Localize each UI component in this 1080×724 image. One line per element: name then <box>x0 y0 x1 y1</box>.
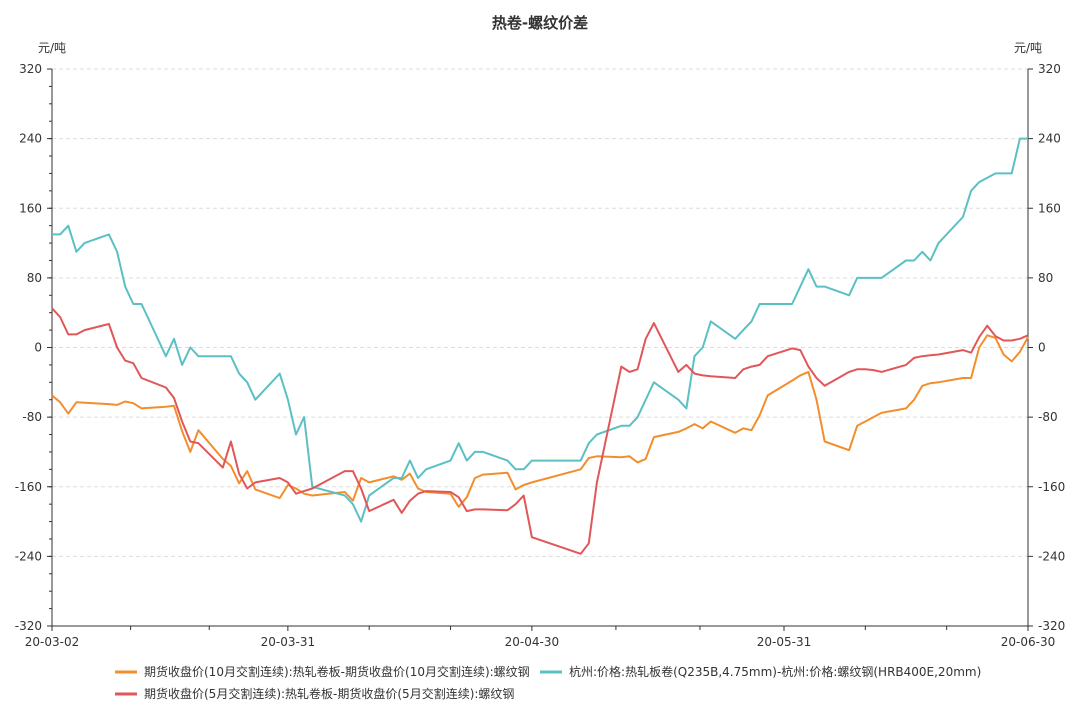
y-tick-label: -160 <box>15 480 42 494</box>
y-tick-label: -80 <box>1038 410 1058 424</box>
series-line-3 <box>51 307 1029 555</box>
y-tick-label: 80 <box>1038 271 1053 285</box>
legend-label-2: 杭州:价格:热轧板卷(Q235B,4.75mm)-杭州:价格:螺纹钢(HRB40… <box>569 664 981 679</box>
y-tick-label: 80 <box>27 271 42 285</box>
x-tick-label: 20-03-31 <box>261 635 315 649</box>
y-tick-label: -240 <box>15 549 42 563</box>
y-tick-label: 320 <box>19 62 42 76</box>
series-line-2 <box>52 137 1028 523</box>
y-tick-label: -240 <box>1038 549 1065 563</box>
grid <box>52 68 1028 557</box>
legend: 期货收盘价(10月交割连续):热轧卷板-期货收盘价(10月交割连续):螺纹钢 杭州… <box>115 664 981 701</box>
y-tick-label: -80 <box>22 410 42 424</box>
y-tick-label: 320 <box>1038 62 1061 76</box>
y-tick-label: 160 <box>19 201 42 215</box>
legend-label-3: 期货收盘价(5月交割连续):热轧卷板-期货收盘价(5月交割连续):螺纹钢 <box>144 686 514 701</box>
axes: -320 -320 -240 -240 -160 -160 -80 -80 0 0 80 80 160 1… <box>15 62 1065 649</box>
series-lines <box>51 137 1029 555</box>
x-tick-label: 20-03-02 <box>25 635 79 649</box>
y-tick-label: -160 <box>1038 480 1065 494</box>
y-tick-label: -320 <box>1038 619 1065 633</box>
x-tick-label: 20-05-31 <box>757 635 811 649</box>
legend-label-1: 期货收盘价(10月交割连续):热轧卷板-期货收盘价(10月交割连续):螺纹钢 <box>144 664 530 679</box>
y-tick-label: -320 <box>15 619 42 633</box>
series-line-1 <box>51 334 1029 508</box>
chart-title: 热卷-螺纹价差 <box>492 14 588 32</box>
y-tick-label: 240 <box>1038 132 1061 146</box>
y-tick-label: 160 <box>1038 201 1061 215</box>
x-tick-label: 20-04-30 <box>505 635 559 649</box>
y-tick-label: 240 <box>19 132 42 146</box>
y-tick-label: 0 <box>34 341 42 355</box>
x-tick-label: 20-06-30 <box>1001 635 1055 649</box>
right-y-unit: 元/吨 <box>1014 41 1042 55</box>
left-y-unit: 元/吨 <box>38 41 66 55</box>
y-tick-label: 0 <box>1038 341 1046 355</box>
